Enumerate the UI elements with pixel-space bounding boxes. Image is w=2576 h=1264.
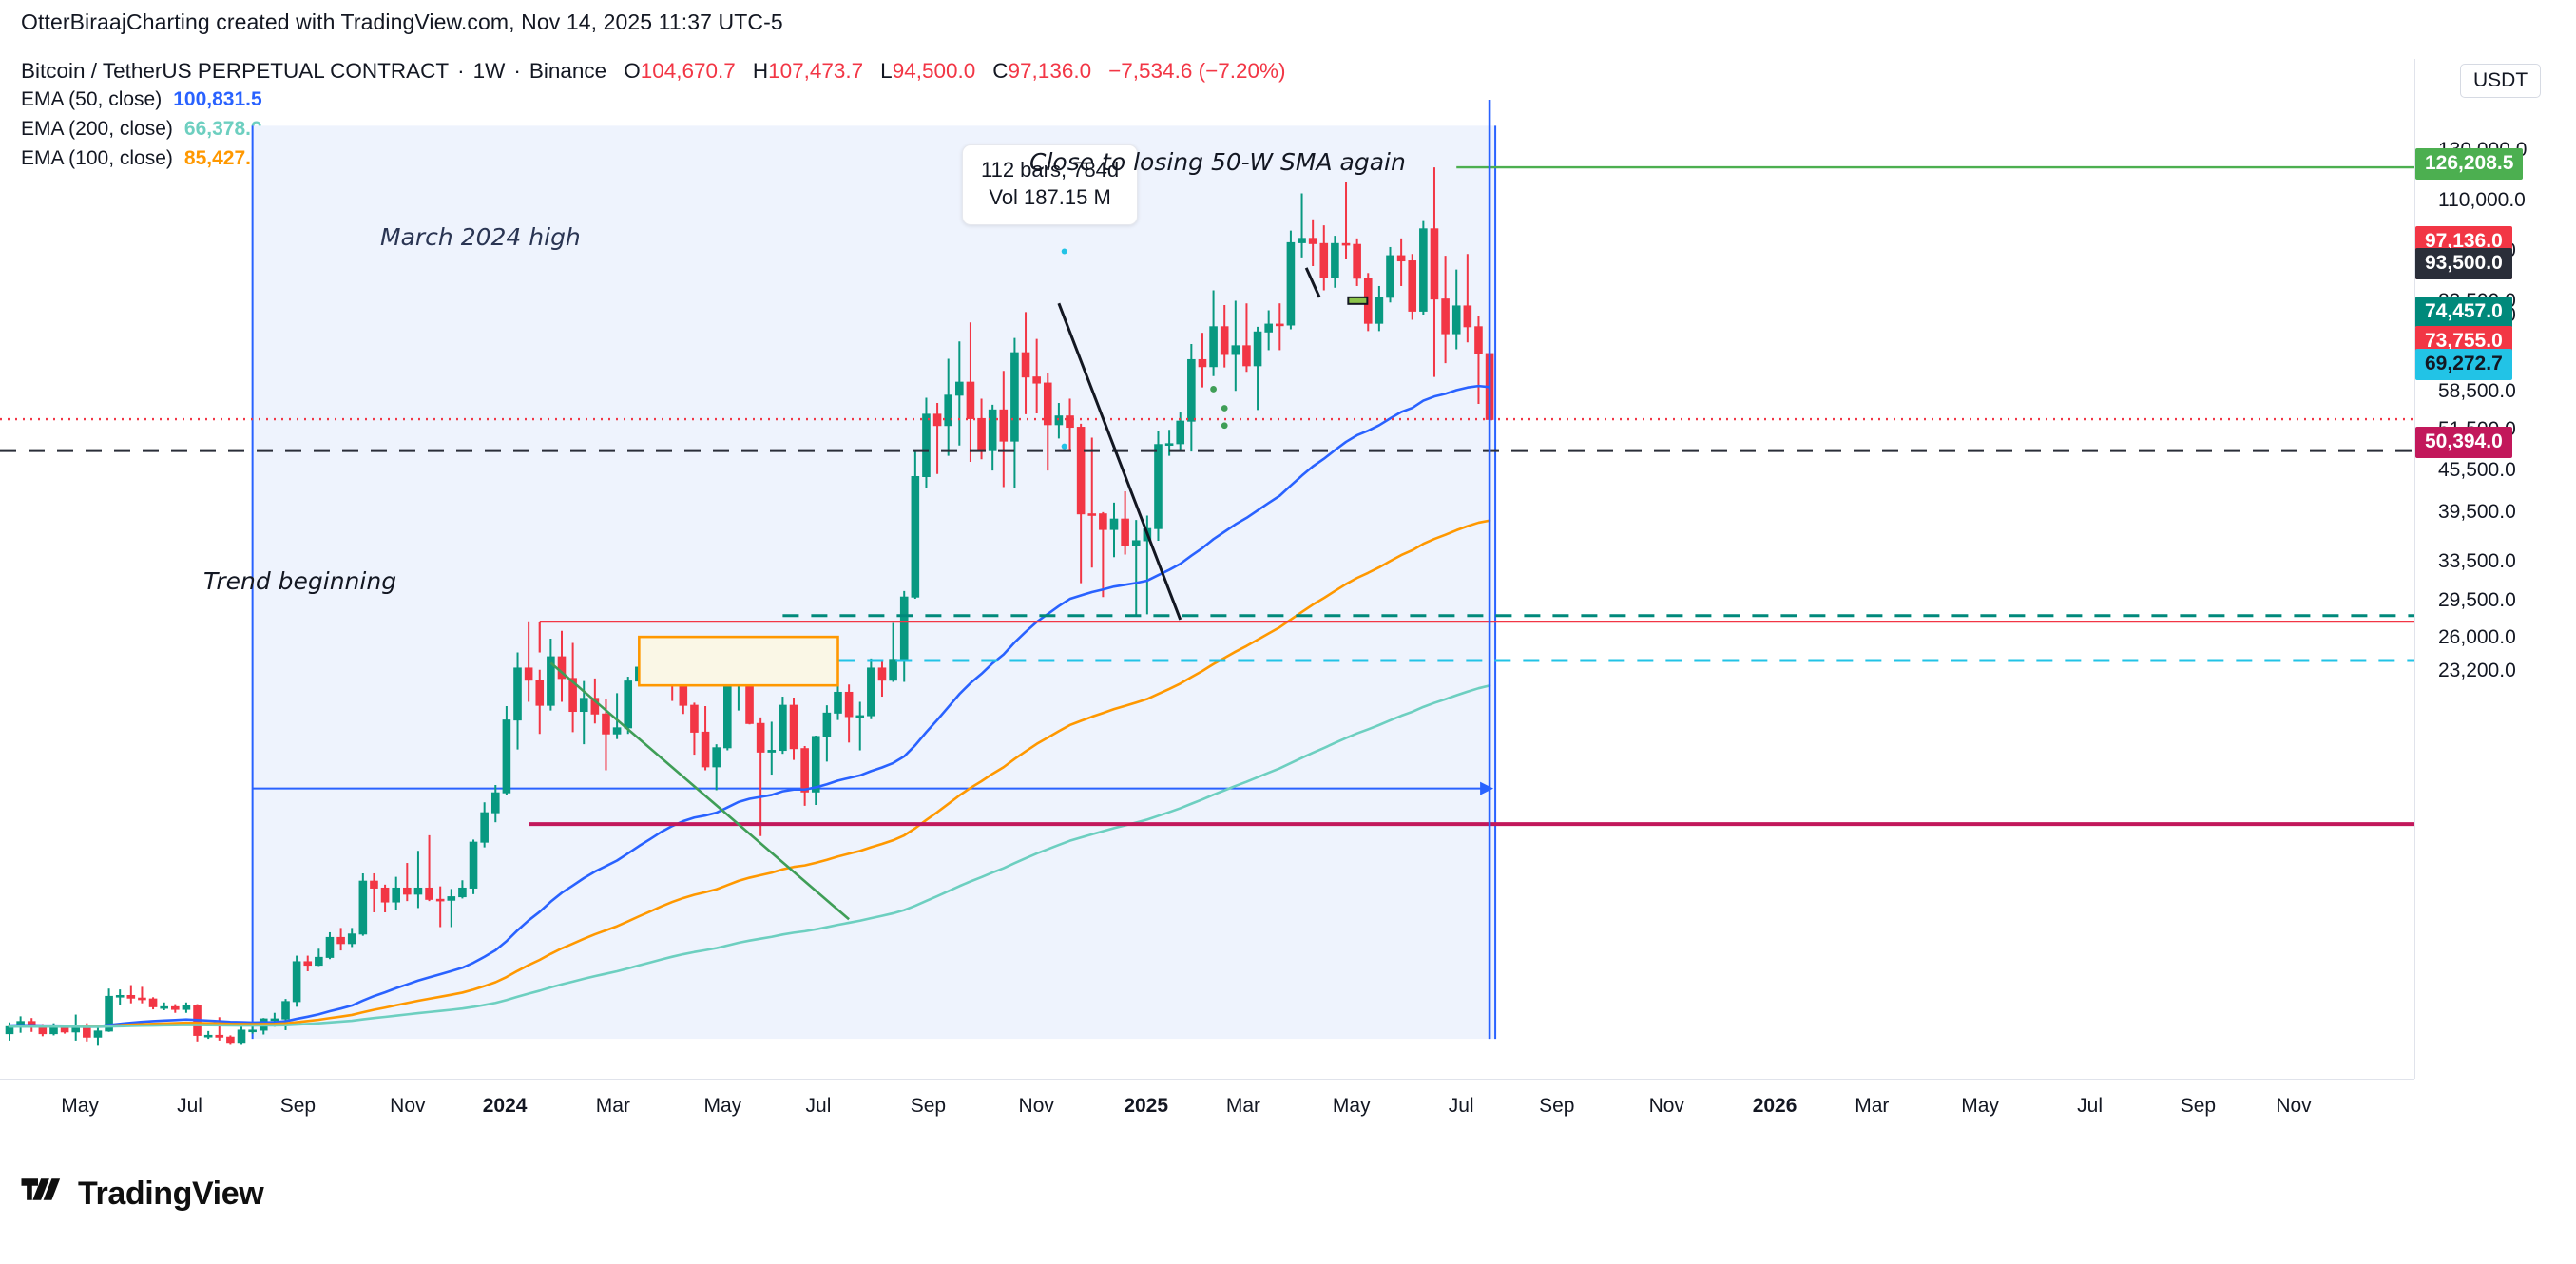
price-tick: 23,200.0 — [2438, 660, 2516, 681]
exchange-label[interactable]: Binance — [529, 59, 607, 83]
ema50-value: 100,831.5 — [173, 88, 262, 110]
indicator-legend-ema50[interactable]: EMA (50, close) 100,831.5 — [21, 88, 1286, 118]
time-tick-month: May — [703, 1095, 742, 1117]
ema50-name: EMA (50, close) — [21, 88, 163, 110]
low-value: 94,500.0 — [892, 59, 976, 83]
ema-lines — [8, 384, 1491, 1028]
time-tick-month: Mar — [1225, 1095, 1261, 1117]
ema200-name: EMA (200, close) — [21, 118, 173, 140]
time-tick-month: Jul — [177, 1095, 202, 1117]
low-label: L — [880, 59, 893, 83]
chart-plot-area[interactable] — [0, 100, 2414, 1079]
indicator-legend-ema100[interactable]: EMA (100, close) 85,427.0 — [21, 147, 1286, 177]
time-tick-month: Sep — [279, 1095, 317, 1117]
price-tick: 33,500.0 — [2438, 550, 2516, 572]
price-label-magenta-level[interactable]: 50,394.0 — [2415, 427, 2512, 458]
price-tick: 110,000.0 — [2438, 189, 2526, 211]
time-tick-month: Mar — [1855, 1095, 1890, 1117]
user-drawings — [0, 100, 2414, 1040]
price-label-value: 97,136.0 — [2425, 230, 2503, 252]
price-label-value: 74,457.0 — [2425, 300, 2503, 322]
price-label-value: 93,500.0 — [2425, 252, 2503, 274]
annotation-trend-beginning[interactable]: Trend beginning — [203, 567, 397, 595]
close-label: C — [992, 59, 1009, 83]
time-tick-month: Sep — [910, 1095, 947, 1117]
time-tick-month: May — [1332, 1095, 1371, 1117]
symbol-legend-row[interactable]: Bitcoin / TetherUS PERPETUAL CONTRACT · … — [21, 59, 1286, 88]
tradingview-wordmark: TradingView — [78, 1176, 264, 1212]
price-tick: 29,500.0 — [2438, 589, 2516, 611]
time-tick-month: May — [61, 1095, 99, 1117]
measure-volume: Vol 187.15 M — [989, 185, 1111, 210]
annotation-march-2024-high[interactable]: March 2024 high — [380, 223, 581, 251]
interval-label[interactable]: 1W — [472, 59, 506, 83]
time-tick-month: Nov — [390, 1095, 426, 1117]
time-tick-month: Sep — [2180, 1095, 2217, 1117]
legend-separator-1: · — [457, 59, 465, 83]
time-axis[interactable]: May Jul Sep Nov 2024 Mar May Jul Sep Nov 2025 Mar Ma… — [0, 1079, 2414, 1138]
export-watermark: OtterBiraajCharting created with Trading… — [21, 10, 783, 34]
time-tick-month: Mar — [595, 1095, 630, 1117]
ema100-value: 85,427.0 — [183, 147, 262, 169]
price-label-teal-level[interactable]: 74,457.0 — [2415, 297, 2512, 328]
price-axis[interactable]: USDT 130,000.0110,000.097,500.083,500.07… — [2414, 59, 2576, 1079]
time-tick-month: Nov — [2276, 1095, 2312, 1117]
symbol-name[interactable]: Bitcoin / TetherUS PERPETUAL CONTRACT — [21, 59, 450, 83]
open-value: 104,670.7 — [640, 59, 736, 83]
measurement-tooltip[interactable]: 112 bars, 784d Vol 187.15 M — [962, 144, 1139, 225]
price-tick: 39,500.0 — [2438, 501, 2516, 523]
price-tick: 58,500.0 — [2438, 380, 2516, 402]
price-label-value: 126,208.5 — [2425, 152, 2514, 174]
price-tick: 45,500.0 — [2438, 459, 2516, 481]
price-label-target-green[interactable]: 126,208.5 — [2415, 148, 2524, 180]
high-label: H — [752, 59, 769, 83]
legend-separator-2: · — [513, 59, 521, 83]
ema100-name: EMA (100, close) — [21, 147, 173, 169]
time-tick-month: Jul — [2077, 1095, 2104, 1117]
time-tick-month: May — [1961, 1095, 1999, 1117]
time-tick-year: 2026 — [1752, 1095, 1797, 1117]
ema200-value: 66,378.9 — [183, 118, 262, 140]
open-label: O — [624, 59, 641, 83]
measurement-highlight-box — [251, 125, 1497, 1040]
time-tick-month: Jul — [1448, 1095, 1474, 1117]
tradingview-mark-icon — [21, 1178, 65, 1211]
time-tick-month: Nov — [1018, 1095, 1054, 1117]
chart-legend: Bitcoin / TetherUS PERPETUAL CONTRACT · … — [21, 59, 1286, 177]
close-value: 97,136.0 — [1008, 59, 1092, 83]
tradingview-logo[interactable]: TradingView — [21, 1176, 264, 1213]
time-tick-month: Sep — [1539, 1095, 1575, 1117]
price-tick: 26,000.0 — [2438, 626, 2516, 648]
measure-bars: 112 bars, 784d — [981, 158, 1120, 182]
price-label-value: 69,272.7 — [2425, 353, 2503, 374]
time-tick-month: Nov — [1648, 1095, 1684, 1117]
time-tick-year: 2024 — [482, 1095, 528, 1117]
indicator-legend-ema200[interactable]: EMA (200, close) 66,378.9 — [21, 118, 1286, 147]
price-label-value: 73,755.0 — [2425, 330, 2503, 352]
time-tick-year: 2025 — [1124, 1095, 1169, 1117]
currency-badge[interactable]: USDT — [2460, 64, 2542, 98]
change-value: −7,534.6 (−7.20%) — [1108, 59, 1286, 83]
price-label-value: 50,394.0 — [2425, 431, 2503, 452]
high-value: 107,473.7 — [768, 59, 864, 83]
annotation-close-to-losing-sma[interactable]: Close to losing 50-W SMA again — [1029, 148, 1406, 176]
footer: TradingView — [0, 1138, 2576, 1264]
price-label-cyan-level[interactable]: 69,272.7 — [2415, 349, 2512, 380]
time-tick-month: Jul — [805, 1095, 832, 1117]
price-label-dashed-black[interactable]: 93,500.0 — [2415, 248, 2512, 279]
